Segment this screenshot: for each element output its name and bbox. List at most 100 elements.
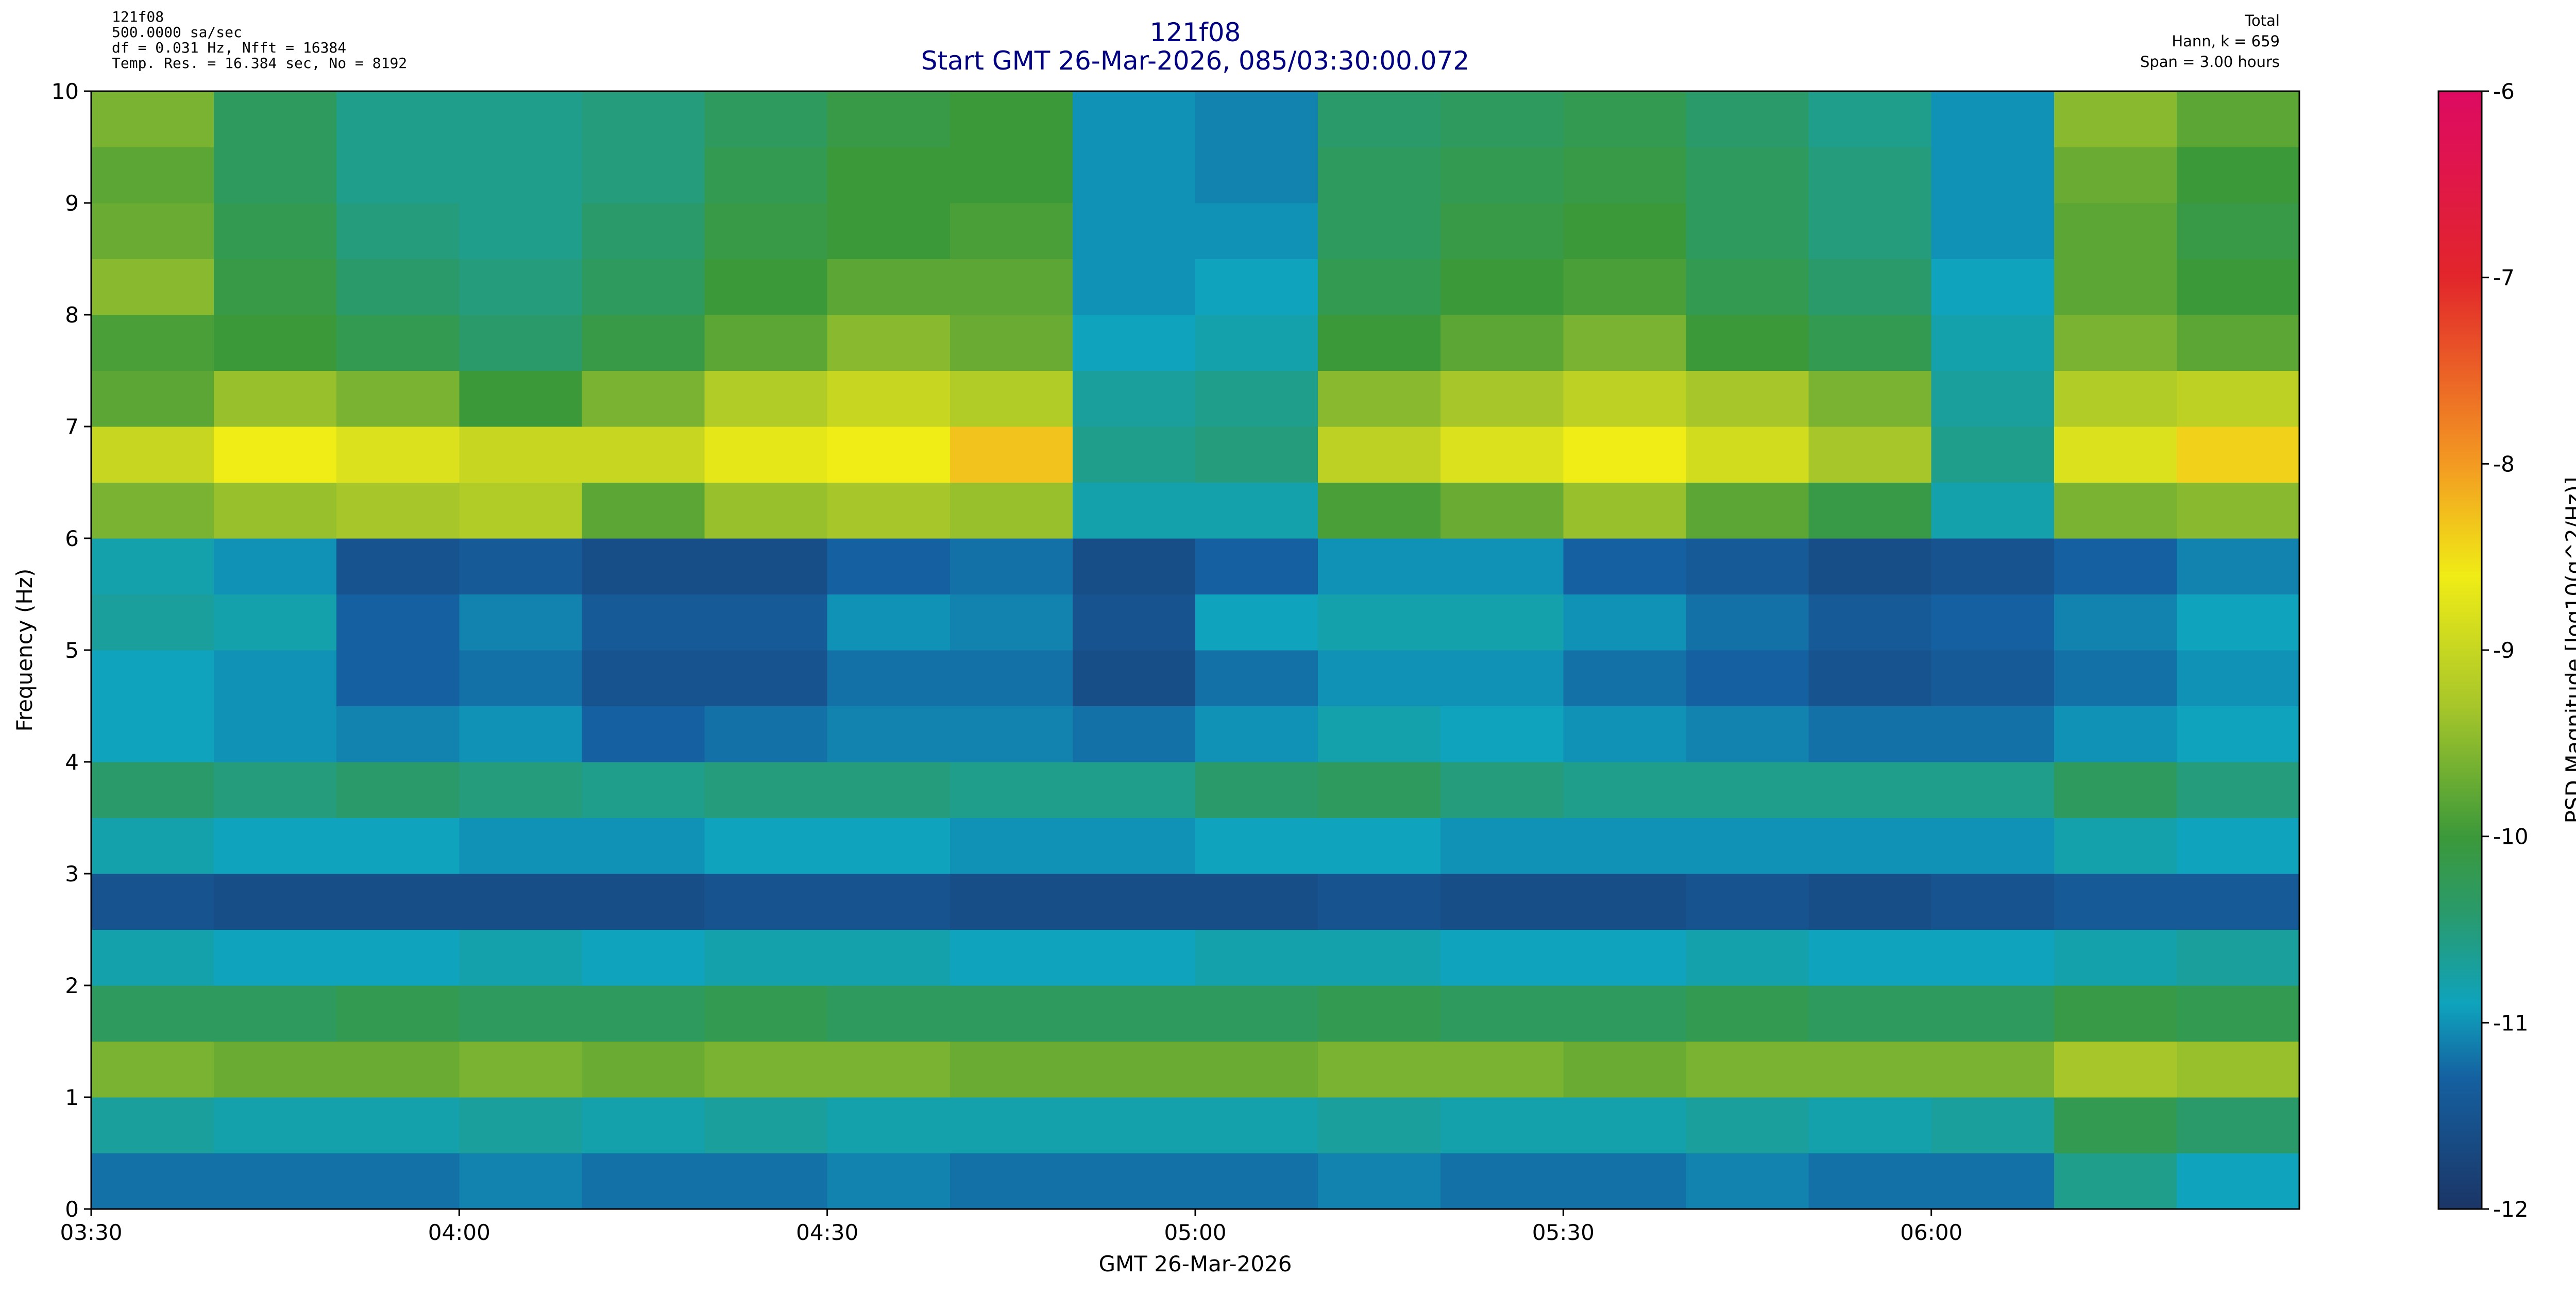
heatmap-cell — [1931, 203, 2055, 259]
heatmap-cell — [91, 91, 214, 147]
heatmap-cell — [2054, 874, 2177, 930]
heatmap-cell — [704, 538, 828, 594]
heatmap-cell — [1931, 1041, 2055, 1098]
colorbar-tick-label: -6 — [2493, 79, 2515, 104]
heatmap-cell — [1195, 91, 1318, 147]
heatmap-cell — [582, 91, 705, 147]
heatmap-cell — [1072, 929, 1196, 986]
heatmap-cell — [1686, 427, 1809, 483]
heatmap-cell — [91, 650, 214, 706]
heatmap-cell — [1195, 818, 1318, 874]
heatmap-cell — [1808, 482, 1932, 539]
heatmap-cell — [2054, 985, 2177, 1042]
heatmap-cell — [1440, 1153, 1564, 1210]
heatmap-cell — [950, 538, 1073, 594]
heatmap-cell — [2176, 315, 2300, 371]
heatmap-cell — [1072, 427, 1196, 483]
heatmap-cell — [582, 650, 705, 706]
heatmap-cell — [214, 538, 337, 594]
heatmap-cell — [1318, 147, 1441, 203]
heatmap-cell — [1686, 874, 1809, 930]
heatmap-cell — [1808, 1153, 1932, 1210]
heatmap-cell — [1318, 650, 1441, 706]
heatmap-cell — [336, 259, 460, 315]
heatmap-cell — [459, 427, 582, 483]
heatmap-cell — [827, 147, 951, 203]
heatmap-cell — [950, 203, 1073, 259]
heatmap-cell — [704, 203, 828, 259]
heatmap-cell — [459, 259, 582, 315]
heatmap-cell — [1072, 91, 1196, 147]
heatmap-cell — [2176, 706, 2300, 762]
heatmap-cell — [1195, 147, 1318, 203]
x-tick-label: 03:30 — [60, 1220, 122, 1245]
x-tick-label: 04:30 — [796, 1220, 858, 1245]
heatmap-cell — [827, 762, 951, 818]
heatmap-cell — [827, 1153, 951, 1210]
heatmap-cell — [1686, 818, 1809, 874]
heatmap-cell — [1072, 315, 1196, 371]
heatmap-cell — [704, 427, 828, 483]
heatmap-cell — [91, 147, 214, 203]
heatmap-cell — [91, 203, 214, 259]
heatmap-cell — [459, 706, 582, 762]
heatmap-cell — [1440, 315, 1564, 371]
heatmap-cell — [2054, 762, 2177, 818]
heatmap-cell — [1686, 762, 1809, 818]
heatmap-cell — [1931, 929, 2055, 986]
heatmap-cell — [2054, 259, 2177, 315]
heatmap-cell — [1931, 147, 2055, 203]
heatmap-cell — [1808, 427, 1932, 483]
heatmap-cell — [1318, 1097, 1441, 1153]
heatmap-cell — [1808, 538, 1932, 594]
heatmap-cell — [459, 874, 582, 930]
heatmap-cell — [1318, 91, 1441, 147]
heatmap-cell — [91, 929, 214, 986]
heatmap-cell — [2054, 818, 2177, 874]
heatmap-cell — [336, 874, 460, 930]
heatmap-cell — [459, 91, 582, 147]
heatmap-cell — [336, 203, 460, 259]
heatmap-cell — [1563, 1153, 1686, 1210]
heatmap-cell — [1318, 315, 1441, 371]
heatmap-cell — [2054, 315, 2177, 371]
heatmap-cell — [336, 370, 460, 427]
heatmap-cell — [1931, 427, 2055, 483]
heatmap-cell — [1072, 650, 1196, 706]
heatmap-cell — [459, 315, 582, 371]
heatmap-cell — [1563, 929, 1686, 986]
heatmap-cell — [1072, 762, 1196, 818]
heatmap-cell — [2176, 650, 2300, 706]
heatmap-cell — [1072, 874, 1196, 930]
heatmap-cell — [2176, 203, 2300, 259]
heatmap-cell — [459, 538, 582, 594]
heatmap-cell — [1318, 203, 1441, 259]
heatmap-cell — [1195, 427, 1318, 483]
heatmap-cell — [1686, 370, 1809, 427]
heatmap-cell — [827, 315, 951, 371]
heatmap-cell — [582, 427, 705, 483]
heatmap-cell — [1808, 985, 1932, 1042]
x-axis-label: GMT 26-Mar-2026 — [1099, 1251, 1292, 1276]
heatmap-cell — [1440, 370, 1564, 427]
y-tick-label: 9 — [65, 191, 79, 216]
heatmap-cell — [582, 482, 705, 539]
heatmap-cell — [2054, 538, 2177, 594]
y-tick-label: 5 — [65, 638, 79, 663]
heatmap-cell — [1808, 1097, 1932, 1153]
x-tick-label: 04:00 — [428, 1220, 490, 1245]
heatmap-cell — [1195, 874, 1318, 930]
heatmap-cell — [1195, 650, 1318, 706]
heatmap-cell — [2176, 427, 2300, 483]
heatmap-cell — [2176, 1041, 2300, 1098]
heatmap-cell — [1318, 259, 1441, 315]
heatmap-cell — [1808, 203, 1932, 259]
info-left: 500.0000 sa/sec — [112, 24, 242, 41]
heatmap-cell — [2054, 370, 2177, 427]
heatmap-cell — [1072, 706, 1196, 762]
heatmap-cell — [1931, 259, 2055, 315]
heatmap-cell — [1686, 259, 1809, 315]
heatmap-cell — [1686, 594, 1809, 651]
heatmap-cell — [214, 147, 337, 203]
